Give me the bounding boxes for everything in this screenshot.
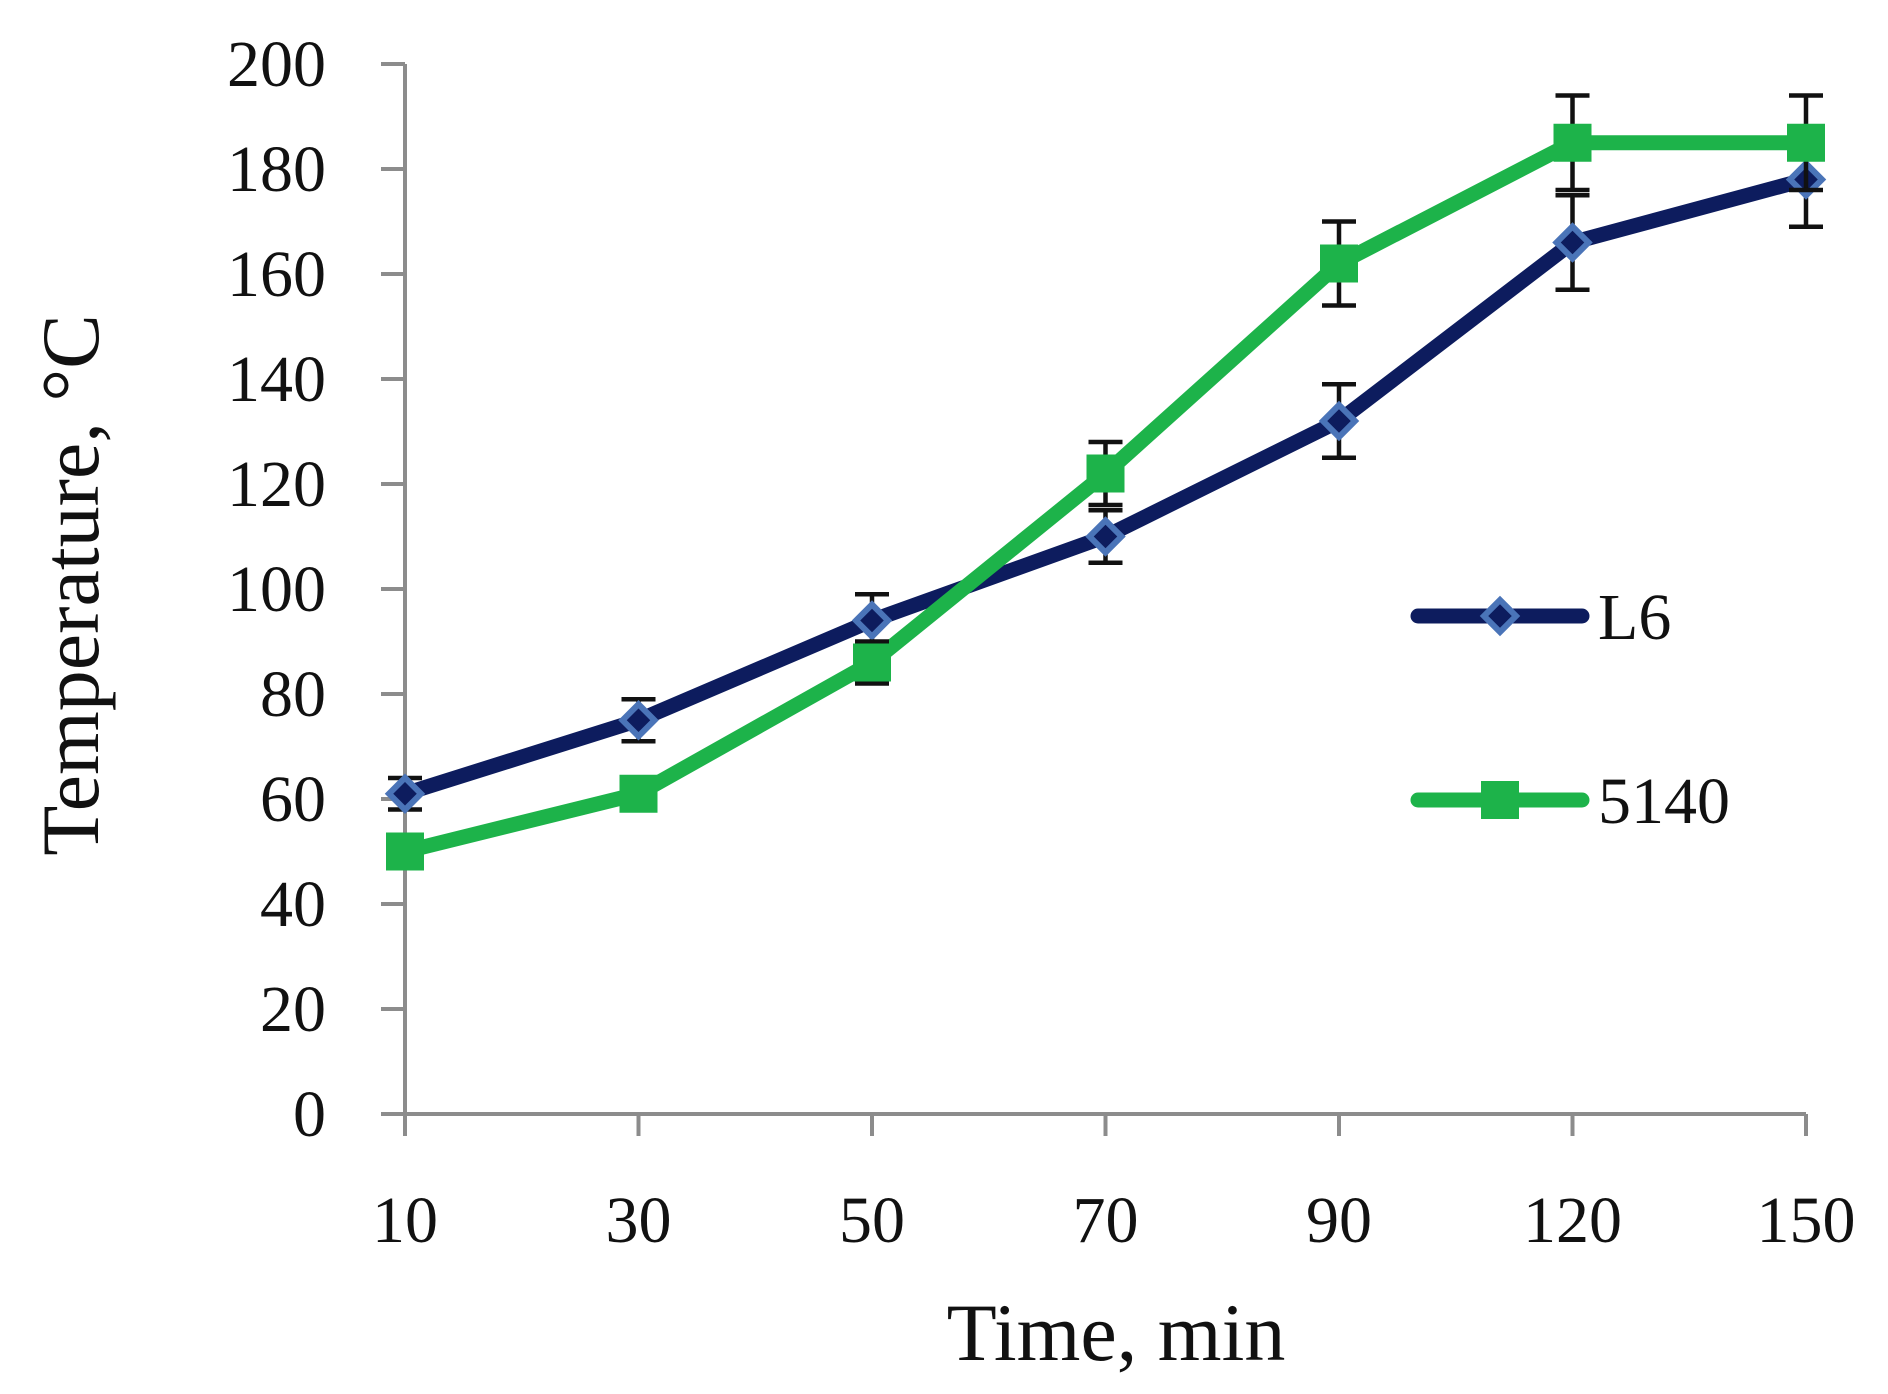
y-axis-title: Temperature, °C xyxy=(25,314,116,856)
x-ticks: 10 30 50 70 90 120 150 xyxy=(372,1114,1856,1257)
y-tick-label: 80 xyxy=(260,658,326,731)
y-tick-label: 140 xyxy=(227,343,326,416)
y-tick-label: 160 xyxy=(227,238,326,311)
data-point xyxy=(619,774,658,813)
data-point xyxy=(1320,244,1358,283)
legend: L6 5140 xyxy=(1410,581,1730,838)
y-tick-label: 20 xyxy=(260,973,326,1046)
data-point xyxy=(1553,123,1592,162)
x-tick-label: 150 xyxy=(1757,1184,1856,1257)
legend-label: 5140 xyxy=(1598,765,1730,838)
series-layer xyxy=(384,93,1827,871)
x-tick-label: 50 xyxy=(839,1184,905,1257)
data-point xyxy=(853,643,891,682)
y-tick-label: 0 xyxy=(293,1078,326,1151)
y-ticks: 0 20 40 60 80 100 120 140 160 180 200 xyxy=(227,28,405,1151)
data-point xyxy=(1552,222,1593,263)
y-tick-label: 120 xyxy=(227,448,326,521)
legend-marker xyxy=(1481,781,1519,819)
legend-marker xyxy=(1479,595,1521,637)
data-point xyxy=(618,700,659,741)
y-tick-label: 100 xyxy=(227,553,326,626)
legend-entry-L6: L6 xyxy=(1410,581,1671,654)
y-tick-label: 200 xyxy=(227,28,326,101)
legend-entry-5140: 5140 xyxy=(1410,765,1730,838)
data-point xyxy=(1787,123,1825,162)
axes xyxy=(403,64,1806,1116)
data-point xyxy=(386,832,424,871)
data-point xyxy=(851,600,893,641)
series-L6 xyxy=(384,130,1827,814)
x-tick-label: 30 xyxy=(606,1184,672,1257)
data-point xyxy=(384,773,426,814)
y-tick-label: 60 xyxy=(260,763,326,836)
series-5140 xyxy=(386,93,1825,871)
x-tick-label: 10 xyxy=(372,1184,438,1257)
data-point xyxy=(1318,400,1360,442)
x-tick-label: 70 xyxy=(1073,1184,1139,1257)
legend-label: L6 xyxy=(1598,581,1671,654)
y-tick-label: 40 xyxy=(260,868,326,941)
x-tick-label: 120 xyxy=(1523,1184,1622,1257)
data-point xyxy=(1085,516,1126,557)
x-axis-title: Time, min xyxy=(947,1287,1286,1378)
x-tick-label: 90 xyxy=(1306,1184,1372,1257)
data-point xyxy=(1086,454,1125,493)
y-tick-label: 180 xyxy=(227,133,326,206)
